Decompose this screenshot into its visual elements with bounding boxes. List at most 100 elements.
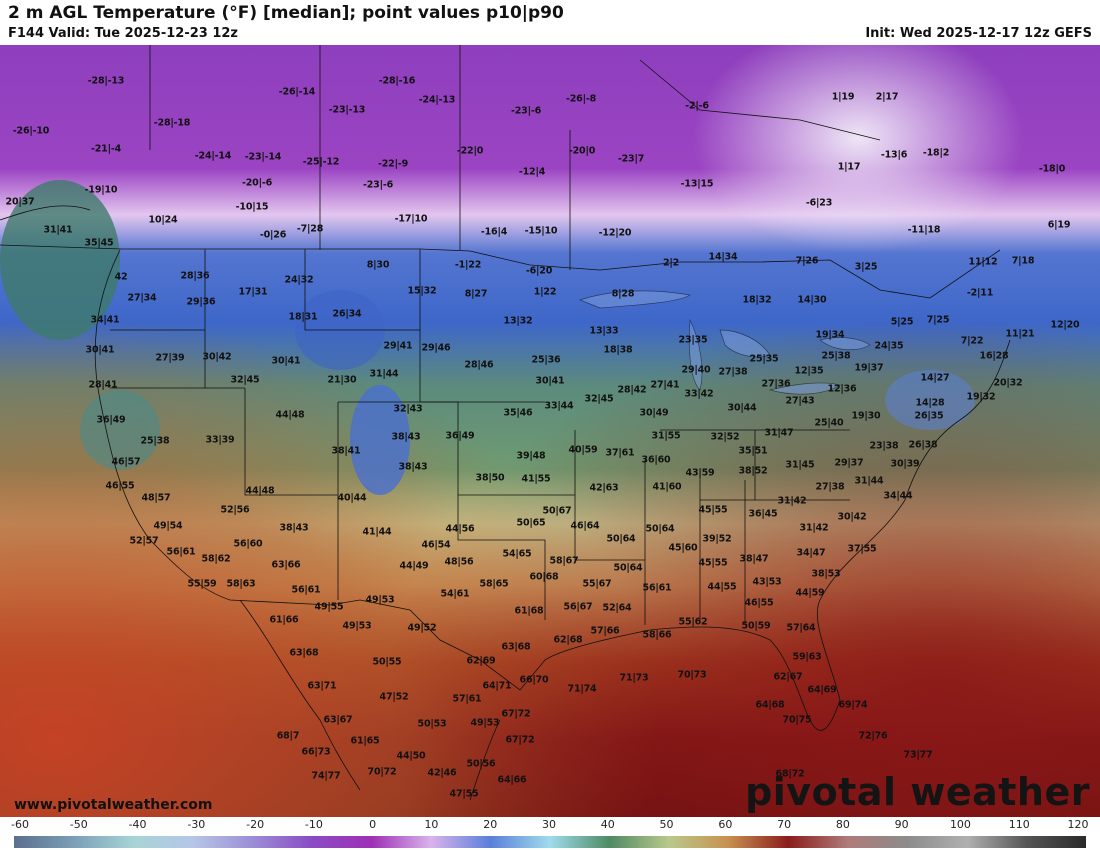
- point-value-label: 8|30: [366, 259, 390, 271]
- point-value-label: 72|76: [858, 730, 888, 742]
- colorbar-tick-label: -20: [246, 818, 265, 831]
- point-value-label: 45|60: [668, 542, 698, 554]
- point-value-label: 31|42: [777, 495, 807, 507]
- point-value-label: 44|48: [245, 485, 275, 497]
- point-value-label: 31|55: [651, 430, 681, 442]
- point-value-label: 31|42: [799, 522, 829, 534]
- temperature-map[interactable]: -28|-13 -28|-16 -26|-14 -24|-13 -26|-8 -23|-1…: [0, 45, 1100, 817]
- point-value-label: -23|-13: [328, 104, 366, 116]
- point-value-label: 18|32: [742, 294, 772, 306]
- point-value-label: 50|64: [613, 562, 643, 574]
- point-value-label: 27|41: [650, 379, 680, 391]
- point-value-label: 49|53: [342, 620, 372, 632]
- temperature-colorbar: -60 -50 -40 -30 -20 -10 0 10 20 30 40 50 60 70 80 90 100…: [0, 817, 1100, 850]
- point-value-label: 38|43: [391, 431, 421, 443]
- point-value-label: 46|55: [744, 597, 774, 609]
- point-value-label: 26|38: [908, 439, 938, 451]
- point-value-label: -24|-13: [418, 94, 456, 106]
- point-value-label: 44|49: [399, 560, 429, 572]
- point-value-label: -18|0: [1038, 163, 1066, 175]
- point-value-label: -2|-6: [685, 100, 709, 112]
- point-value-label: -18|2: [922, 147, 950, 159]
- point-value-label: 47|55: [449, 788, 479, 800]
- point-value-label: 1|22: [533, 286, 557, 298]
- point-value-label: 59|63: [792, 651, 822, 663]
- colorbar-tick-label: 30: [542, 818, 556, 831]
- point-value-label: 40|44: [337, 492, 367, 504]
- point-value-label: -13|6: [880, 149, 908, 161]
- point-value-label: 74|77: [311, 770, 341, 782]
- colorbar-tick-label: -50: [69, 818, 88, 831]
- point-value-label: 18|38: [603, 344, 633, 356]
- point-value-label: 45|55: [698, 504, 728, 516]
- point-value-label: 25|38: [140, 435, 170, 447]
- point-value-label: 61|68: [514, 605, 544, 617]
- point-value-label: 56|61: [166, 546, 196, 558]
- point-value-label: 61|65: [350, 735, 380, 747]
- point-value-label: 28|46: [464, 359, 494, 371]
- point-value-label: -23|-6: [511, 105, 541, 117]
- colorbar-gradient: [14, 836, 1086, 848]
- point-value-label: 12|20: [1050, 319, 1080, 331]
- point-value-label: 39|48: [516, 450, 546, 462]
- point-value-label: 38|53: [811, 568, 841, 580]
- point-value-label: -7|28: [296, 223, 324, 235]
- great-lakes: [578, 290, 871, 395]
- point-value-label: 10|24: [148, 214, 178, 226]
- point-value-label: 38|43: [279, 522, 309, 534]
- colorbar-tick-label: -60: [11, 818, 29, 831]
- point-value-label: 63|68: [289, 647, 319, 659]
- point-value-label: 14|28: [915, 397, 945, 409]
- point-value-label: 55|59: [187, 578, 217, 590]
- point-value-label: 58|65: [479, 578, 509, 590]
- point-value-label: 33|42: [684, 388, 714, 400]
- point-value-label: 64|71: [482, 680, 512, 692]
- point-value-label: -23|-6: [363, 179, 393, 191]
- point-value-label: 55|62: [678, 616, 708, 628]
- point-value-label: -28|-18: [153, 117, 191, 129]
- point-value-label: -22|0: [456, 145, 484, 157]
- point-value-label: 38|47: [739, 553, 769, 565]
- point-value-label: 46|55: [105, 480, 135, 492]
- point-value-label: 36|60: [641, 454, 671, 466]
- colorbar-tick-label: 60: [718, 818, 733, 831]
- point-value-label: 49|54: [153, 520, 183, 532]
- point-value-label: 14|34: [708, 251, 738, 263]
- point-value-label: 30|41: [85, 344, 115, 356]
- point-value-label: 36|49: [445, 430, 475, 442]
- point-value-label: 62|67: [773, 671, 803, 683]
- point-value-label: 19|30: [851, 410, 881, 422]
- point-value-label: 11|21: [1005, 328, 1035, 340]
- point-value-label: 58|66: [642, 629, 672, 641]
- point-value-label: -0|26: [259, 229, 287, 241]
- point-value-label: 50|64: [645, 523, 675, 535]
- point-value-label: 7|26: [795, 255, 819, 267]
- map-header: 2 m AGL Temperature (°F) [median]; point…: [0, 0, 1100, 45]
- point-value-label: 41|60: [652, 481, 682, 493]
- point-value-label: 64|66: [497, 774, 527, 786]
- point-value-label: 64|69: [807, 684, 837, 696]
- point-value-label: -16|4: [480, 226, 508, 238]
- point-value-label: 25|36: [531, 354, 561, 366]
- point-value-label: 44|59: [795, 587, 825, 599]
- point-value-label: 57|61: [452, 693, 482, 705]
- point-value-label: 50|64: [606, 533, 636, 545]
- point-value-label: 24|32: [284, 274, 314, 286]
- point-value-label: 6|19: [1047, 219, 1071, 231]
- point-value-label: -28|-16: [378, 75, 416, 87]
- point-value-label: 19|34: [815, 329, 845, 341]
- point-value-label: 26|34: [332, 308, 362, 320]
- point-value-label: 50|59: [741, 620, 771, 632]
- point-value-label: 73|77: [903, 749, 933, 761]
- colorbar-strip: [14, 836, 1086, 848]
- colorbar-tick-label: 80: [835, 818, 850, 831]
- point-value-label: 1|17: [837, 161, 861, 173]
- point-value-label: -25|-12: [302, 156, 340, 168]
- point-value-label: 7|18: [1011, 255, 1035, 267]
- point-value-label: 56|61: [291, 584, 321, 596]
- point-value-label: 12|35: [794, 365, 824, 377]
- website-url[interactable]: www.pivotalweather.com: [14, 797, 213, 813]
- point-value-label: -11|18: [907, 224, 941, 236]
- point-value-label: 70|72: [367, 766, 397, 778]
- point-value-label: 39|52: [702, 533, 732, 545]
